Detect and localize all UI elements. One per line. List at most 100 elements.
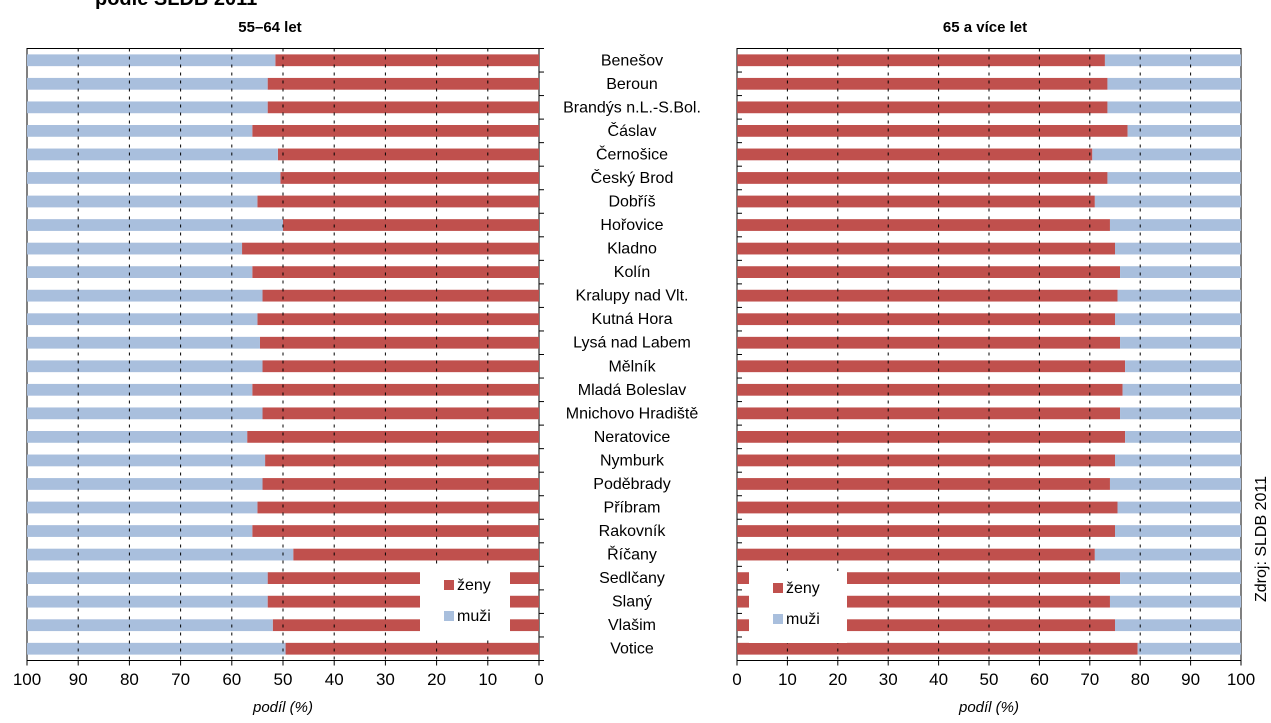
bar-zeny: [737, 313, 1115, 326]
category-label: Mělník: [608, 358, 656, 375]
bar-zeny: [283, 219, 539, 231]
bar-muzi: [27, 478, 263, 490]
bar-zeny: [262, 407, 539, 420]
bar-zeny: [257, 501, 539, 514]
category-label: Neratovice: [594, 429, 671, 446]
x-axis-label: podíl (%): [252, 699, 313, 716]
bar-muzi: [1107, 101, 1241, 114]
bar-zeny: [737, 595, 1110, 608]
category-label: Sedlčany: [599, 570, 665, 587]
x-tick-label: 100: [13, 670, 41, 689]
bar-muzi: [27, 454, 266, 467]
category-label: Hořovice: [600, 217, 663, 234]
category-label: Beroun: [606, 76, 658, 93]
category-label: Vlašim: [608, 617, 656, 634]
bar-muzi: [27, 125, 253, 137]
x-tick-label: 10: [778, 670, 797, 689]
source-note: Zdroj: SLDB 2011: [1253, 476, 1270, 602]
bar-muzi: [27, 525, 253, 537]
bar-zeny: [737, 266, 1121, 278]
bar-muzi: [27, 242, 243, 255]
bar-zeny: [737, 242, 1115, 255]
x-tick-label: 50: [274, 670, 293, 689]
bar-muzi: [1115, 454, 1241, 467]
bar-zeny: [262, 478, 539, 490]
bar-zeny: [737, 77, 1108, 90]
bar-muzi: [27, 195, 258, 208]
x-tick-label: 50: [980, 670, 999, 689]
category-label: Kolín: [614, 264, 650, 281]
category-label: Slaný: [612, 594, 652, 611]
bar-muzi: [27, 360, 263, 373]
category-label: Čáslav: [608, 121, 657, 140]
bar-muzi: [27, 77, 268, 90]
bar-zeny: [252, 125, 539, 137]
bar-muzi: [27, 219, 283, 231]
bar-zeny: [737, 336, 1121, 349]
bar-muzi: [27, 289, 263, 302]
chart-title: 55–64 let: [238, 19, 301, 36]
bar-muzi: [27, 101, 268, 114]
bar-zeny: [737, 431, 1126, 443]
category-label: Kladno: [607, 241, 657, 258]
legend: ženy muži: [420, 568, 510, 640]
bar-muzi: [27, 595, 268, 608]
bar-muzi: [1092, 148, 1241, 161]
bar-zeny: [737, 195, 1095, 208]
x-axis-label: podíl (%): [958, 699, 1019, 716]
category-label: Rakovník: [599, 523, 667, 540]
bar-zeny: [272, 619, 539, 632]
x-tick-label: 60: [222, 670, 241, 689]
bar-muzi: [1109, 595, 1241, 608]
bar-muzi: [27, 172, 281, 184]
chart-panel-2: 65 a více let 0 10 20 30 40 50 60 70 80 90 100 podíl…: [732, 19, 1255, 716]
bar-zeny: [257, 313, 539, 326]
bar-muzi: [1122, 383, 1241, 396]
bar-muzi: [1120, 336, 1241, 349]
bar-muzi: [1120, 572, 1241, 584]
bar-zeny: [737, 148, 1093, 161]
x-tick-label: 90: [1181, 670, 1200, 689]
x-tick-label: 70: [171, 670, 190, 689]
bar-zeny: [737, 454, 1115, 467]
category-label: Brandýs n.L.-S.Bol.: [563, 99, 701, 116]
bar-zeny: [252, 266, 539, 278]
x-tick-label: 30: [879, 670, 898, 689]
bar-zeny: [737, 407, 1121, 420]
bar-zeny: [737, 383, 1123, 396]
bar-zeny: [737, 125, 1128, 137]
x-tick-label: 80: [120, 670, 139, 689]
bar-zeny: [262, 360, 539, 373]
bar-zeny: [267, 77, 539, 90]
bar-zeny: [293, 548, 539, 561]
x-tick-label: 20: [427, 670, 446, 689]
bar-zeny: [265, 454, 539, 467]
bar-zeny: [267, 572, 539, 584]
bar-muzi: [1115, 619, 1241, 632]
legend-swatch: [444, 580, 454, 590]
legend-swatch: [444, 611, 454, 621]
bar-muzi: [27, 431, 248, 443]
x-tick-label: 10: [478, 670, 497, 689]
bar-zeny: [275, 54, 539, 67]
bar-muzi: [1117, 501, 1241, 514]
category-label: Nymburk: [600, 452, 665, 469]
bar-zeny: [737, 501, 1118, 514]
bar-zeny: [267, 595, 539, 608]
bar-zeny: [285, 642, 539, 655]
bar-muzi: [27, 407, 263, 420]
bar-zeny: [737, 572, 1121, 584]
category-label: Benešov: [601, 52, 663, 69]
bar-muzi: [1127, 125, 1241, 137]
x-tick-label: 100: [1227, 670, 1255, 689]
bar-zeny: [737, 478, 1110, 490]
bar-zeny: [259, 336, 539, 349]
bar-muzi: [27, 642, 286, 655]
bar-muzi: [27, 336, 260, 349]
x-tick-label: 30: [376, 670, 395, 689]
category-label: Dobříš: [608, 194, 655, 211]
bar-zeny: [252, 383, 539, 396]
